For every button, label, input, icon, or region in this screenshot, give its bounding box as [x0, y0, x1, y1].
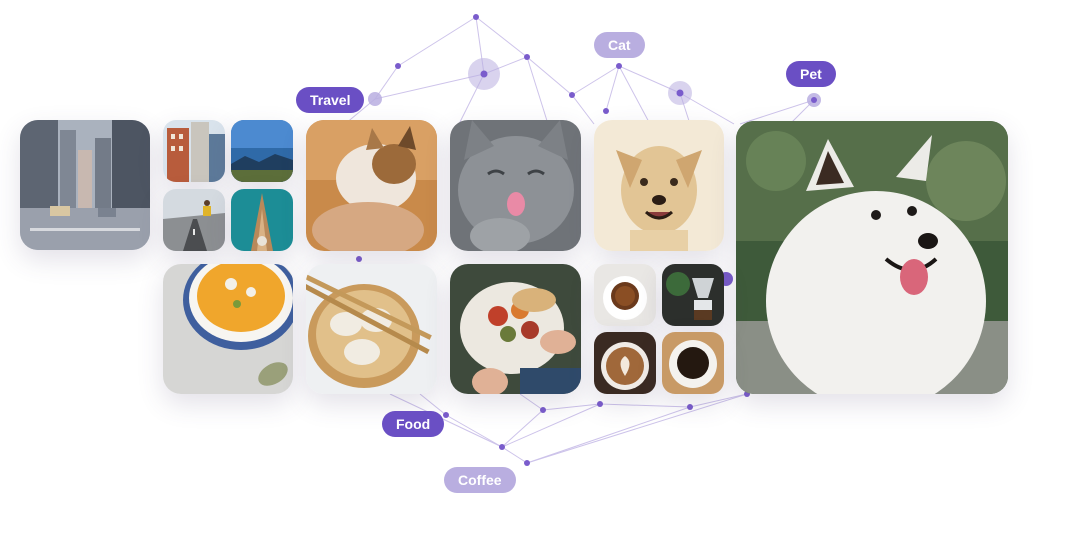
- gray-cat-licking-photo: [450, 120, 581, 251]
- brick-buildings-photo: [163, 120, 225, 182]
- tag-travel[interactable]: Travel: [296, 87, 365, 113]
- tag-pet[interactable]: Pet: [786, 61, 836, 87]
- latte-art-photo: [594, 332, 656, 394]
- roasted-vegetables-plate-photo: [450, 264, 581, 394]
- tag-cat[interactable]: Cat: [594, 32, 645, 58]
- dumplings-chopsticks-photo: [306, 264, 437, 394]
- smiling-dog-photo: [594, 120, 724, 251]
- boat-bow-photo: [231, 189, 293, 251]
- tag-coffee[interactable]: Coffee: [444, 467, 516, 493]
- pour-over-coffee-photo: [662, 264, 724, 326]
- pumpkin-soup-photo: [163, 264, 293, 394]
- person-jumping-road-photo: [163, 189, 225, 251]
- white-samoyed-dog-photo: [736, 121, 1008, 394]
- cat-being-petted-photo: [306, 120, 437, 251]
- city-street-photo: [20, 120, 150, 250]
- tag-food[interactable]: Food: [382, 411, 445, 437]
- mountain-sky-photo: [231, 120, 293, 182]
- espresso-cup-photo: [594, 264, 656, 326]
- black-coffee-cup-photo: [662, 332, 724, 394]
